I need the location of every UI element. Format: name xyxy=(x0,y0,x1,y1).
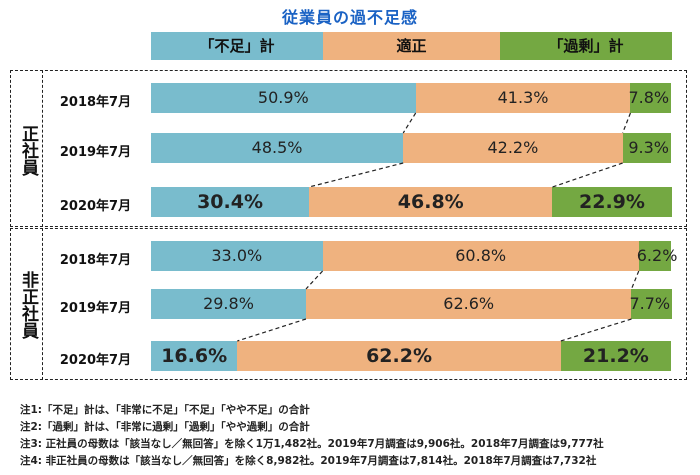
bar-excess: 9.3% xyxy=(622,133,671,163)
legend-shortage: 「不足」計 xyxy=(151,32,323,60)
bar-appropriate: 62.6% xyxy=(305,289,632,319)
bar-excess: 6.2% xyxy=(637,241,677,271)
data-label: 50.9% xyxy=(257,88,309,107)
data-label: 60.8% xyxy=(455,246,507,265)
group-label-regular: 正社員 xyxy=(18,124,38,176)
bar-excess: 21.2% xyxy=(560,341,671,371)
data-label: 48.5% xyxy=(251,138,303,157)
data-label: 46.8% xyxy=(397,191,464,213)
data-label: 30.4% xyxy=(197,191,263,213)
group-label-non-regular: 非正社員 xyxy=(18,271,38,339)
bar-appropriate: 41.3% xyxy=(415,83,631,113)
data-label: 7.8% xyxy=(628,88,670,107)
group-divider xyxy=(42,70,43,227)
bar-appropriate: 42.2% xyxy=(403,133,623,163)
data-label: 7.7% xyxy=(629,294,671,313)
bar-excess: 7.7% xyxy=(629,289,672,319)
data-label: 33.0% xyxy=(211,246,263,265)
row-label: 2019年7月 xyxy=(59,145,132,160)
bar-shortage: 50.9% xyxy=(151,83,416,113)
note-3: 注3: 正社員の母数は「該当なし／無回答」を除く1万1,482社。2019年7月… xyxy=(20,438,604,450)
bar-shortage: 48.5% xyxy=(151,133,404,163)
bar-appropriate: 62.2% xyxy=(237,341,561,371)
group-divider xyxy=(42,228,43,380)
data-label: 21.2% xyxy=(582,345,649,367)
notes: 注1:「不足」計は、「非常に不足」「不足」「やや不足」の合計 注2:「過剰」計は… xyxy=(20,402,690,470)
note-4: 注4: 非正社員の母数は「該当なし／無回答」を除く8,982社。2019年7月調… xyxy=(20,455,597,467)
bar-appropriate: 60.8% xyxy=(322,241,639,271)
note-2: 注2:「過剰」計は、「非常に過剰」「過剰」「やや過剰」の合計 xyxy=(20,421,310,433)
row-label: 2020年7月 xyxy=(59,199,132,214)
bar-appropriate: 46.8% xyxy=(309,187,553,217)
data-label: 29.8% xyxy=(203,294,254,313)
bar-shortage: 29.8% xyxy=(151,289,306,319)
bar-shortage: 16.6% xyxy=(151,341,238,371)
bar-shortage: 33.0% xyxy=(151,241,323,271)
data-label: 62.2% xyxy=(366,345,432,367)
legend-appropriate: 適正 xyxy=(323,32,500,60)
group-frame-regular xyxy=(10,70,687,227)
data-label: 41.3% xyxy=(497,88,549,107)
bar-excess: 7.8% xyxy=(628,83,671,113)
row-label: 2018年7月 xyxy=(59,253,132,268)
bar-excess: 22.9% xyxy=(552,187,672,217)
chart-title: 従業員の過不足感 xyxy=(281,8,418,27)
data-label: 62.6% xyxy=(443,294,495,313)
data-label: 6.2% xyxy=(636,246,678,265)
row-label: 2019年7月 xyxy=(59,301,132,316)
data-label: 42.2% xyxy=(487,138,539,157)
row-label: 2020年7月 xyxy=(59,353,132,368)
row-label: 2018年7月 xyxy=(59,95,132,110)
note-1: 注1:「不足」計は、「非常に不足」「不足」「やや不足」の合計 xyxy=(20,404,310,416)
group-frame-non-regular xyxy=(10,228,687,380)
data-label: 9.3% xyxy=(628,138,669,157)
data-label: 22.9% xyxy=(579,191,645,213)
data-label: 16.6% xyxy=(161,345,228,367)
legend-excess: 「過剰」計 xyxy=(500,32,672,60)
bar-shortage: 30.4% xyxy=(151,187,310,217)
